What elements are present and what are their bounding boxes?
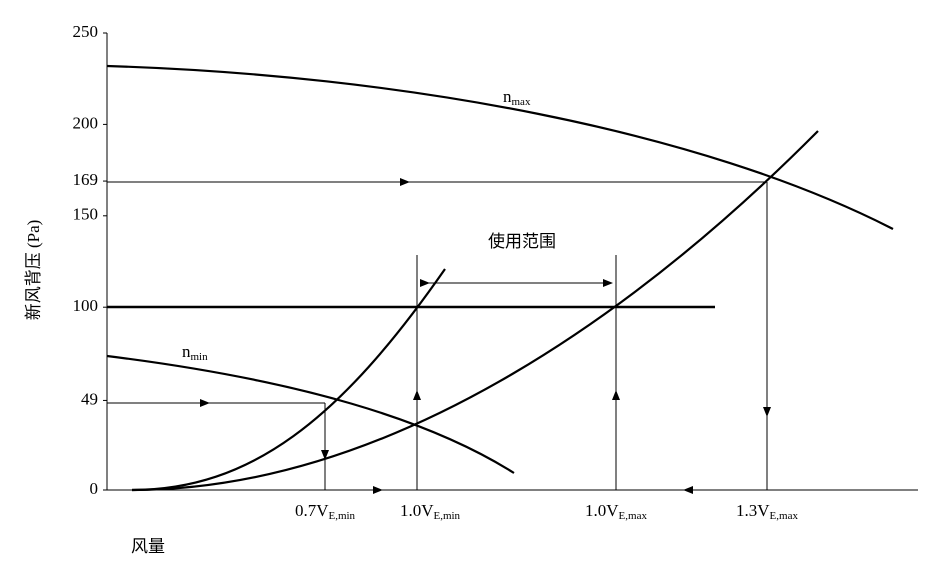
y-tick-label: 150 xyxy=(73,205,99,224)
system-curve xyxy=(131,268,446,492)
y-tick-label: 49 xyxy=(81,389,98,408)
fan-curve-min xyxy=(106,354,515,474)
y-tick-label: 200 xyxy=(73,113,99,132)
system-curve xyxy=(131,130,819,492)
x-tick-label: 1.0VE,max xyxy=(585,501,647,522)
range-label: 使用范围 xyxy=(488,231,556,251)
x-ticks: 0.7VE,min 1.0VE,min 1.0VE,max 1.3VE,max xyxy=(295,501,799,522)
y-tick-label: 0 xyxy=(90,479,99,498)
y-axis-label: 新风背压 (Pa) xyxy=(24,220,43,321)
x-tick-label: 1.0VE,min xyxy=(400,501,461,522)
x-tick-label: 1.3VE,max xyxy=(736,501,798,522)
fan-curve-max xyxy=(106,64,894,230)
y-tick-label: 100 xyxy=(73,296,99,315)
x-tick-label: 0.7VE,min xyxy=(295,501,356,522)
y-tick-label: 169 xyxy=(73,170,99,189)
x-axis-label: 风量 xyxy=(131,537,165,556)
curve-label: nmax xyxy=(503,87,531,108)
curve-label: nmin xyxy=(182,342,208,363)
y-tick-label: 250 xyxy=(73,22,99,41)
